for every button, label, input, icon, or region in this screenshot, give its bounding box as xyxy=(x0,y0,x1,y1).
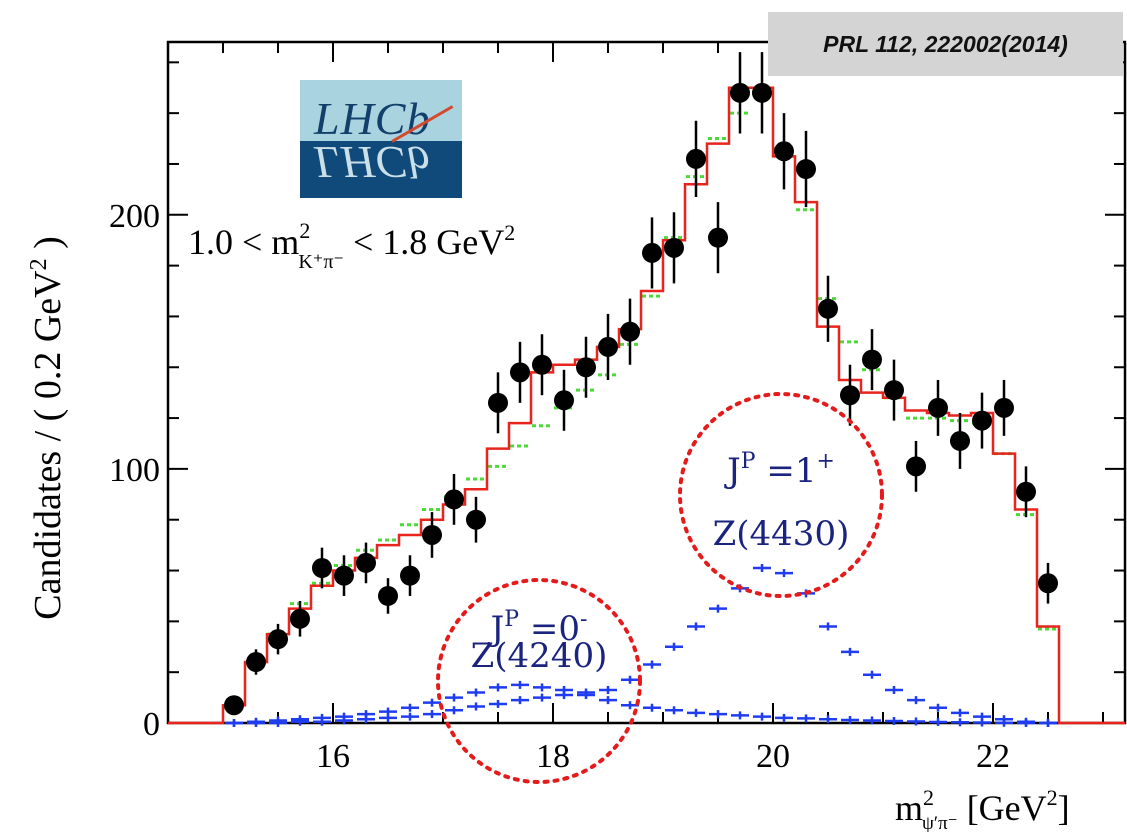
data-point xyxy=(510,362,530,383)
data-point xyxy=(818,298,838,319)
data-point xyxy=(290,608,310,629)
data-point xyxy=(708,227,728,248)
data-point xyxy=(224,695,244,716)
data-point xyxy=(576,357,596,378)
data-point xyxy=(1038,573,1058,594)
data-point xyxy=(532,354,552,375)
data-point xyxy=(686,148,706,169)
data-point xyxy=(422,524,442,545)
data-point xyxy=(312,557,332,578)
data-point xyxy=(796,159,816,180)
x-axis-title: m2 ψ′π⁻ [GeV2] xyxy=(895,785,1070,832)
data-point xyxy=(400,565,420,586)
logo-top xyxy=(300,80,462,142)
fit-total-histogram xyxy=(168,86,1125,725)
data-point xyxy=(664,237,684,258)
z4240-state-label: Z(4240) xyxy=(471,636,608,676)
y-axis-title: Candidates / ( 0.2 GeV2 ) xyxy=(26,236,69,619)
data-point xyxy=(334,565,354,586)
data-point xyxy=(884,380,904,401)
data-point xyxy=(598,336,618,357)
plot-frame xyxy=(166,40,1127,725)
data-point xyxy=(378,585,398,606)
data-point xyxy=(730,82,750,103)
reference-badge: PRL 112, 222002(2014) xyxy=(768,12,1123,76)
logo-mirror: LHCb xyxy=(314,137,431,188)
logo-word: LHCb xyxy=(314,93,431,144)
z4430-state-label: Z(4430) xyxy=(713,514,850,554)
data-point xyxy=(444,489,464,510)
data-points xyxy=(224,52,1058,716)
data-point xyxy=(466,509,486,530)
z4430-circle xyxy=(678,392,884,598)
data-point xyxy=(268,629,288,650)
data-point xyxy=(488,392,508,413)
data-point xyxy=(972,410,992,431)
data-point xyxy=(906,456,926,477)
z4240-jp-label: JP =0- xyxy=(488,607,588,649)
data-point xyxy=(928,397,948,418)
logo-bottom xyxy=(300,141,462,198)
tick-labels: 16 18 20 22 0 100 200 xyxy=(109,198,1010,775)
data-point xyxy=(356,552,376,573)
data-point xyxy=(642,242,662,263)
data-point xyxy=(840,385,860,406)
x-tick-label: 22 xyxy=(976,738,1010,775)
component-curves xyxy=(225,563,1057,727)
data-point xyxy=(950,430,970,451)
data-point xyxy=(862,349,882,370)
data-point xyxy=(994,397,1014,418)
x-tick-label: 18 xyxy=(536,738,570,775)
z4240-circle xyxy=(436,578,642,784)
y-tick-label: 100 xyxy=(109,452,160,489)
data-point xyxy=(554,390,574,411)
x-tick-label: 16 xyxy=(316,738,350,775)
lhcb-logo: LHCb LHCb xyxy=(300,80,462,198)
z4430-jp-label: JP =1+ xyxy=(724,449,835,491)
y-tick-label: 0 xyxy=(143,706,160,743)
data-point xyxy=(752,82,772,103)
selection-label: 1.0 < m2 K⁺π⁻ < 1.8 GeV2 xyxy=(188,218,515,273)
data-point xyxy=(774,141,794,162)
x-tick-label: 20 xyxy=(756,738,790,775)
y-tick-label: 200 xyxy=(109,198,160,235)
data-point xyxy=(246,652,266,673)
data-point xyxy=(620,321,640,342)
data-point xyxy=(1016,481,1036,502)
